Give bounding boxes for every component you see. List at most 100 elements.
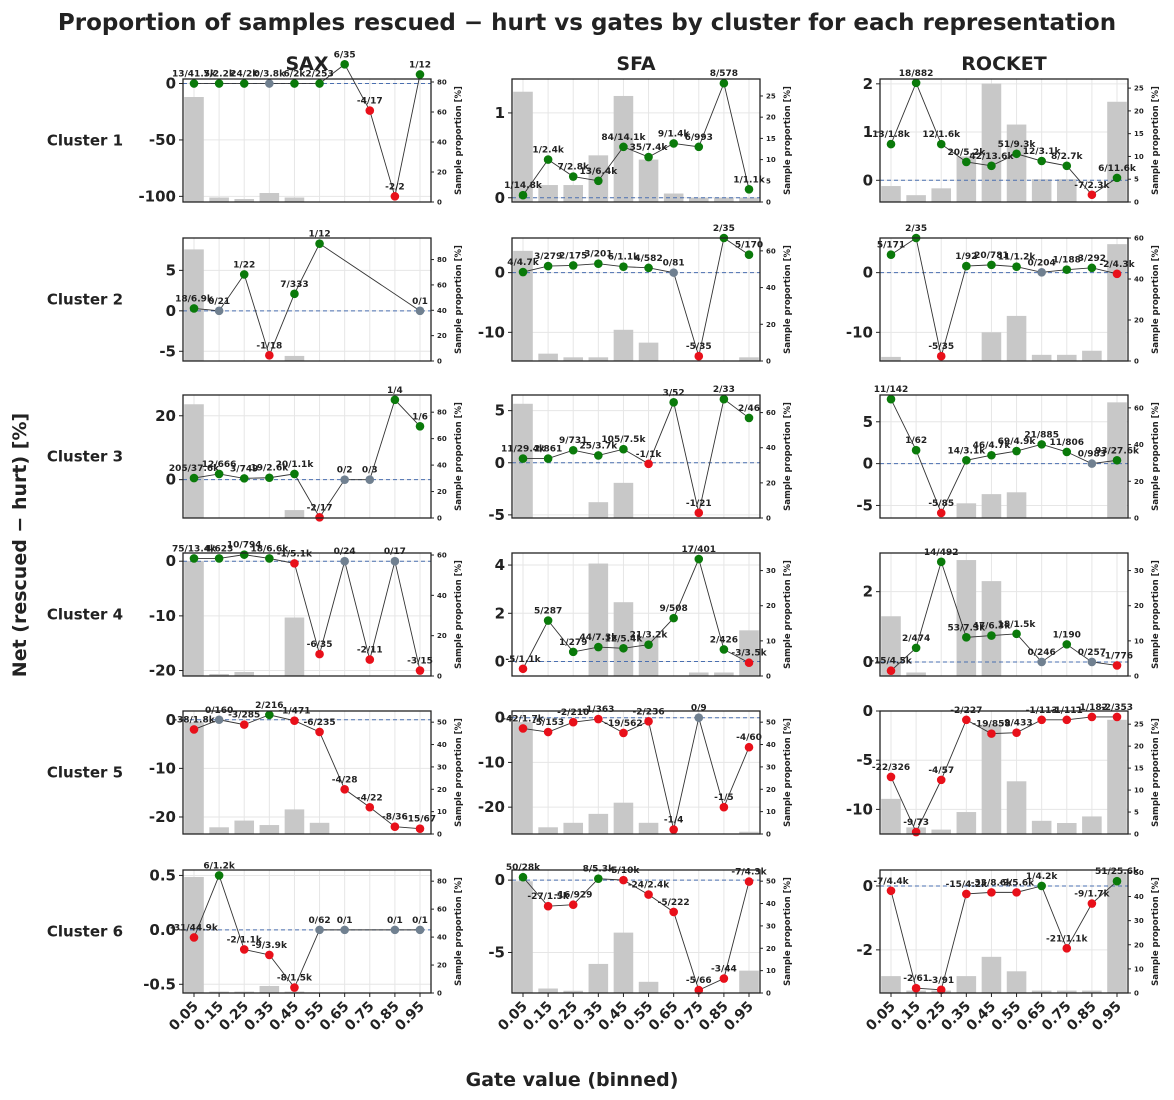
y2-tick-label: 80 — [437, 409, 447, 417]
point-label: -22/326 — [872, 763, 910, 773]
proportion-bar — [513, 881, 533, 993]
proportion-bar — [638, 342, 659, 361]
proportion-bar — [613, 482, 634, 518]
net-point — [265, 351, 274, 360]
point-label: 2/216 — [255, 701, 283, 711]
point-label: -19/562 — [604, 719, 642, 729]
proportion-bar — [1006, 315, 1027, 361]
net-point — [214, 554, 224, 563]
net-point — [189, 554, 199, 563]
point-label: 8/2.7k — [1051, 152, 1083, 162]
proportion-bar — [1006, 781, 1027, 834]
net-point — [390, 192, 400, 201]
point-label: -9/3.9k — [252, 941, 288, 951]
y2-tick-label: 20 — [437, 962, 447, 970]
y2-tick-label: 40 — [1134, 276, 1144, 284]
net-point — [594, 176, 603, 186]
y-tick-label: 0 — [863, 171, 873, 189]
point-label: 6/35 — [334, 50, 356, 60]
net-point — [1062, 943, 1072, 953]
axes-frame — [182, 394, 432, 519]
net-point — [594, 259, 603, 268]
proportion-bar — [906, 195, 926, 202]
point-label: -8/1.5k — [277, 974, 313, 984]
y2-tick-label: 0 — [766, 199, 771, 207]
y-tick-label: 0 — [495, 264, 505, 282]
y-tick-label: 2 — [863, 75, 873, 93]
proportion-bar — [981, 956, 1002, 993]
y2-axis-label: Sample proportion [%] — [783, 718, 793, 827]
axes-frame — [879, 78, 1129, 203]
net-point — [911, 827, 921, 837]
proportion-bar — [284, 197, 305, 202]
net-point — [987, 260, 996, 270]
net-point — [669, 907, 678, 917]
proportion-bar — [309, 822, 330, 834]
proportion-bar — [259, 986, 280, 993]
point-label: 6/11.6k — [1098, 164, 1137, 174]
y2-tick-label: 5 — [766, 177, 771, 185]
proportion-bar — [234, 820, 255, 834]
point-label: -2/2 — [385, 182, 405, 192]
y2-tick-label: 20 — [437, 169, 447, 177]
net-point — [568, 717, 578, 727]
net-point — [315, 239, 324, 248]
point-label: -7/2.3k — [1074, 181, 1110, 191]
point-label: 1/2.4k — [532, 146, 564, 156]
proportion-bar — [563, 185, 584, 202]
axes-frame — [511, 237, 761, 362]
point-label: 8/578 — [710, 69, 738, 79]
net-point — [189, 79, 199, 88]
point-label: 35/7.4k — [630, 143, 669, 153]
point-label: 14/3.1k — [947, 446, 986, 456]
row-label-cluster-6: Cluster 6 — [47, 923, 123, 941]
proportion-bar — [588, 963, 609, 993]
proportion-bar — [981, 494, 1002, 518]
point-label: 4/582 — [634, 254, 662, 264]
point-label: 3/52 — [663, 388, 685, 398]
net-point — [886, 394, 896, 404]
y-tick-label: 0.5 — [149, 866, 176, 884]
y2-axis-label: Sample proportion [%] — [1151, 402, 1161, 511]
y2-tick-label: 20 — [437, 332, 447, 340]
y-tick-label: 0 — [863, 653, 873, 671]
proportion-bar — [513, 722, 533, 834]
point-label: 11/29.4k — [501, 445, 546, 455]
point-label: 0/1 — [412, 297, 428, 307]
y2-tick-label: 80 — [437, 878, 447, 886]
net-point — [415, 306, 425, 316]
point-label: 3/201 — [584, 250, 612, 260]
y2-tick-label: 10 — [437, 808, 447, 816]
point-label: 7/333 — [280, 280, 308, 290]
point-label: -1/5 — [714, 793, 734, 803]
point-label: 2/175 — [559, 251, 587, 261]
y-tick-label: -20 — [149, 808, 176, 826]
net-point — [340, 925, 349, 935]
proportion-bar — [563, 357, 584, 361]
net-point — [694, 508, 704, 518]
net-series-line — [523, 398, 750, 513]
proportion-bar — [513, 91, 533, 202]
net-point — [390, 395, 400, 405]
panel-r2-sax: 18/6.9k0/21 1/22 -1/18 7/333 1/12 0/1 5 0 -5 0 20 4… — [159, 230, 464, 366]
proportion-bar — [956, 976, 977, 993]
net-point — [911, 983, 921, 993]
net-point — [619, 142, 628, 152]
point-label: -7/4.3k — [731, 868, 767, 878]
point-label: -4/28 — [332, 775, 358, 785]
net-point — [340, 784, 349, 794]
y-tick-label: 4 — [495, 556, 505, 574]
panel-r5-rocket: -22/326-9/73-4/57-2/227-19/858-9/433-1/1… — [846, 702, 1161, 839]
point-label: 20/5.2k — [947, 148, 986, 158]
y2-axis-label: Sample proportion [%] — [1151, 86, 1161, 195]
net-series-line — [522, 237, 750, 357]
proportion-bar — [906, 672, 926, 676]
proportion-bar — [714, 197, 734, 202]
point-label: -2/61 — [903, 974, 929, 984]
net-point — [987, 161, 996, 171]
net-point — [290, 79, 299, 88]
net-point — [568, 647, 578, 657]
point-label: 2/33 — [713, 385, 735, 395]
panel-r6-sax: -31/44.9k 6/1.2k -2/1.1k-9/3.9k -8/1.5k 0/62… — [143, 861, 464, 1034]
